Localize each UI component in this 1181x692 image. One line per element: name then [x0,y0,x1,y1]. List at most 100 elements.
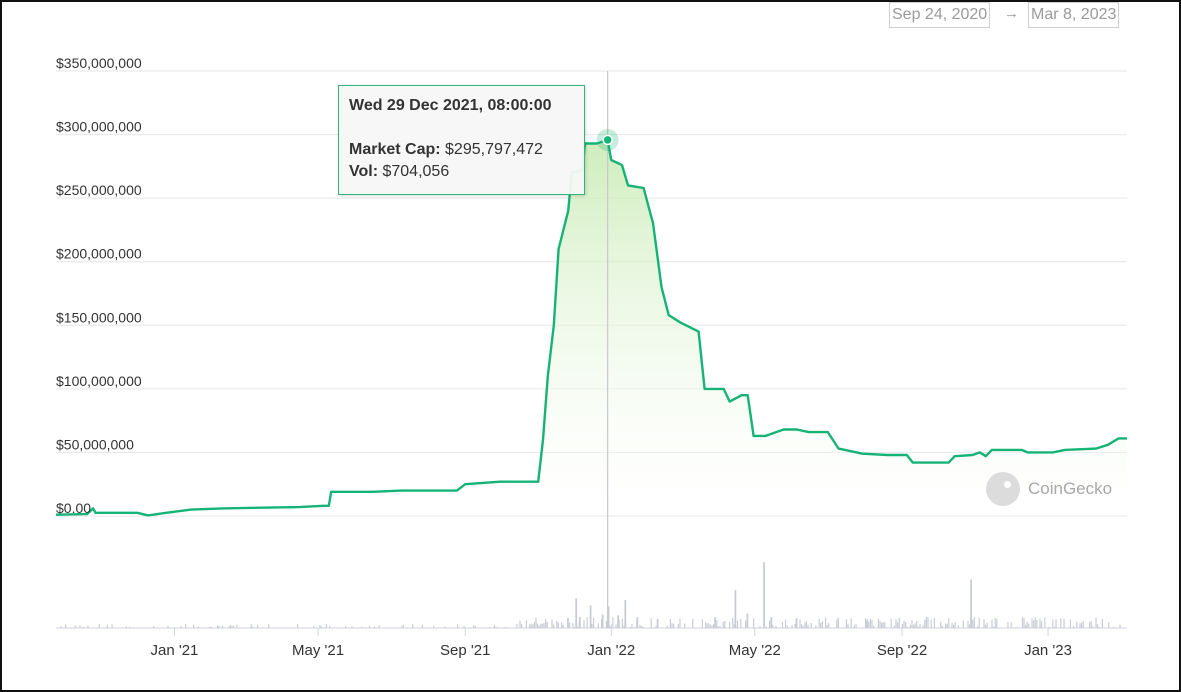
volume-bar [233,625,235,628]
volume-bar [951,622,953,628]
volume-bar [533,621,535,628]
volume-bar [671,623,673,628]
volume-bar [111,624,113,628]
volume-bar [1119,624,1121,628]
volume-bar [850,618,852,628]
volume-bar [231,625,233,628]
x-tick-label: Sep '21 [440,642,490,659]
volume-bar [801,624,803,628]
volume-bar [519,620,521,628]
volume-bar [325,624,327,628]
volume-bar [361,626,363,628]
volume-bar [810,623,812,628]
volume-bar [610,624,612,628]
volume-bar [708,623,710,628]
volume-bar [709,624,711,628]
volume-bar [601,619,603,628]
volume-bar [221,625,223,628]
volume-bar [853,625,855,628]
volume-bar [922,625,924,628]
volume-bar [193,624,195,628]
volume-bar [1028,623,1030,628]
volume-bar [917,626,919,628]
volume-bar [553,624,555,628]
market-cap-line [55,138,1127,517]
volume-spike [636,617,639,628]
volume-bar [618,619,620,628]
tooltip-cap-label: Market Cap: [349,141,441,158]
volume-spike [607,606,610,628]
volume-bar [898,617,900,628]
volume-bar [569,622,571,628]
volume-bar [692,618,694,628]
volume-bar [745,620,747,628]
volume-bar [369,625,371,628]
volume-bar [845,619,847,628]
volume-bar [444,626,446,628]
volume-bar [677,623,679,628]
volume-bar [153,626,155,628]
volume-bar [378,625,380,628]
range-start-field[interactable]: Sep 24, 2020 [889,2,991,28]
volume-spike [763,562,765,628]
volume-bar [826,625,828,628]
area-layer [55,71,1127,628]
volume-bar [641,626,643,628]
volume-bar [711,625,713,628]
volume-bar [786,625,788,628]
volume-bar [655,625,657,628]
range-end-field[interactable]: Mar 8, 2023 [1028,2,1120,28]
volume-bar [994,618,996,628]
volume-bar [60,626,62,628]
volume-bar [252,626,254,628]
volume-bar [577,626,579,628]
volume-bar [351,626,353,628]
volume-bar [561,622,563,628]
volume-bar [948,618,950,628]
volume-bar [986,622,988,628]
volume-bar [799,619,801,628]
volume-bar [821,621,823,628]
volume-bar [297,624,299,628]
volume-bar [106,624,108,628]
volume-bar [967,620,969,628]
volume-bar [1049,626,1051,628]
volume-bar [167,626,169,628]
volume-bar [794,623,796,628]
volume-bar [713,624,715,628]
volume-bar [516,623,518,628]
volume-bar [837,617,839,628]
volume-bar [639,624,641,628]
volume-bar [805,621,807,628]
watermark-text: CoinGecko [1028,479,1113,498]
tooltip-volume: Vol: $704,056 [349,163,449,181]
volume-bar [836,619,838,628]
volume-bar [543,622,545,628]
volume-spike [734,590,737,628]
volume-bar [1073,625,1075,628]
volume-bar [1089,622,1091,628]
y-tick-label: $250,000,000 [56,182,142,198]
volume-bar [538,625,540,628]
volume-bar [679,618,681,628]
volume-bar [722,621,724,628]
volume-spike [575,598,578,628]
volume-bar [1069,619,1071,628]
volume-bar [1063,618,1065,628]
volume-bar [893,625,895,628]
volume-bar [1081,622,1083,628]
volume-bar [847,623,849,628]
volume-bar [815,625,817,628]
volume-bar [953,624,955,628]
volume-bar [705,622,707,628]
volume-bar [765,626,767,628]
volume-bar [865,618,867,628]
volume-bar [785,619,787,628]
volume-bar [74,625,76,628]
volume-bar [180,625,182,628]
volume-spike [714,617,716,628]
volume-bar [1108,622,1110,628]
volume-bar [557,622,559,628]
volume-bar [551,619,553,628]
